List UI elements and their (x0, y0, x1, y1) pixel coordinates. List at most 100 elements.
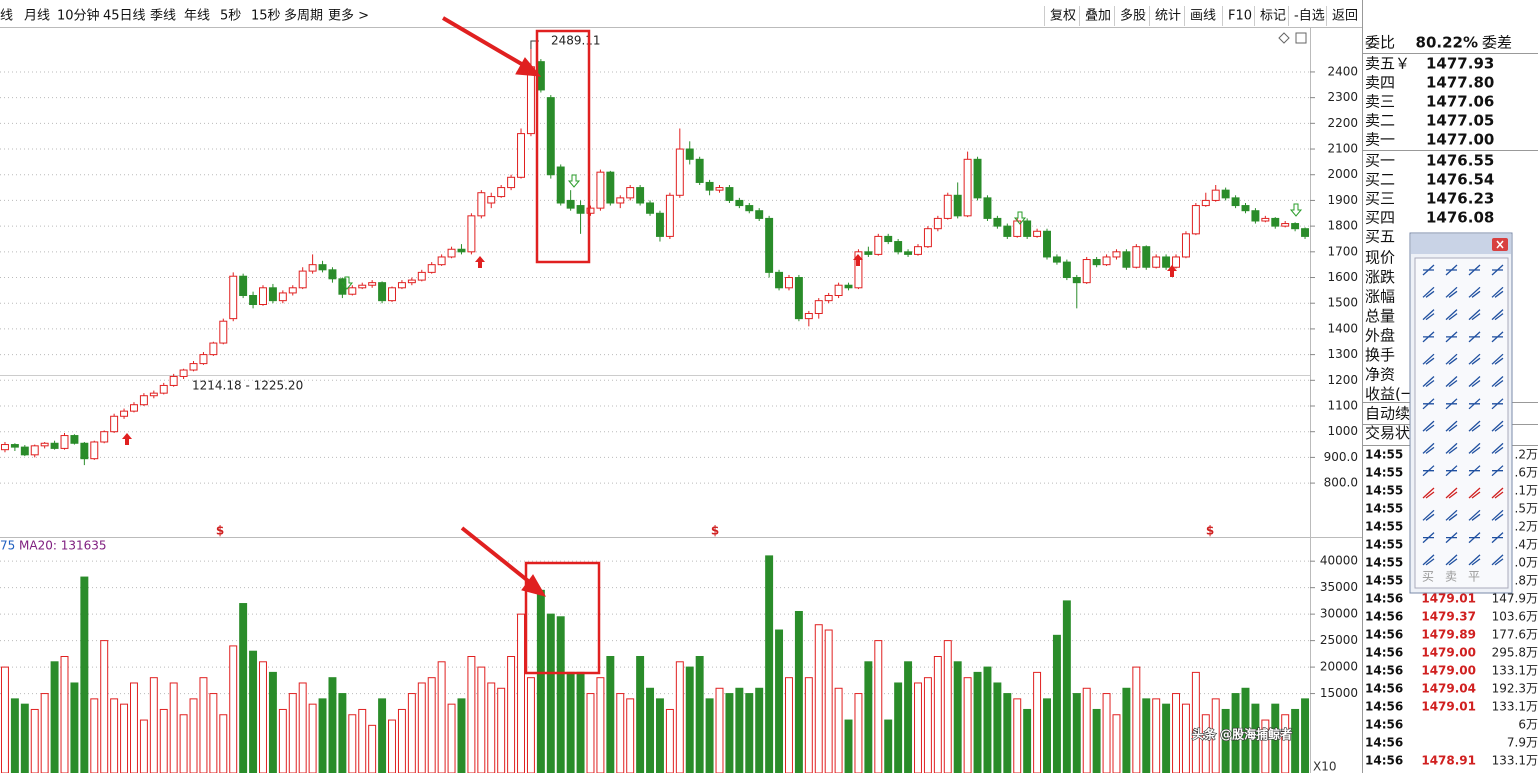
tool-label[interactable]: 卖 (1445, 570, 1457, 584)
tool-icon[interactable] (1445, 264, 1458, 276)
tool-icon[interactable] (1422, 264, 1435, 276)
tool-icon[interactable] (1422, 420, 1435, 432)
candle-body (874, 235, 883, 255)
volume-bar (943, 640, 952, 773)
tool-icon[interactable] (1422, 532, 1435, 544)
volume-bar (715, 687, 724, 773)
tool-icon[interactable] (1468, 442, 1481, 454)
tool-icon[interactable] (1422, 331, 1435, 343)
tool-icon[interactable] (1491, 398, 1504, 410)
tool-icon[interactable] (1468, 554, 1481, 566)
tool-icon[interactable] (1491, 286, 1504, 298)
tool-icon[interactable] (1445, 420, 1458, 432)
volume-bar (1092, 708, 1101, 773)
period-tab[interactable]: 线 (0, 9, 13, 24)
tool-icon[interactable] (1491, 465, 1504, 477)
trade-time: 14:56 (1365, 718, 1403, 732)
tool-icon[interactable] (1445, 309, 1458, 321)
tool-icon[interactable] (1468, 465, 1481, 477)
candle-body (646, 202, 655, 214)
candle-body (804, 312, 813, 320)
tool-icon[interactable] (1491, 442, 1504, 454)
period-tab[interactable]: 15秒 (251, 9, 281, 24)
toolbar-button[interactable]: 多股 (1120, 8, 1146, 24)
tool-label[interactable]: 买 (1422, 570, 1434, 584)
tool-icon[interactable] (1468, 353, 1481, 365)
tool-icon[interactable] (1491, 532, 1504, 544)
tool-icon[interactable] (1491, 353, 1504, 365)
legend-item: 75 (0, 539, 15, 553)
period-tab[interactable]: 10分钟 (57, 8, 100, 24)
tool-icon[interactable] (1422, 465, 1435, 477)
tool-icon[interactable] (1445, 398, 1458, 410)
tool-icon[interactable] (1491, 331, 1504, 343)
tool-icon[interactable] (1468, 264, 1481, 276)
popup-body (1414, 257, 1509, 589)
tool-icon[interactable] (1491, 509, 1504, 521)
tool-icon[interactable] (1468, 509, 1481, 521)
tool-icon[interactable] (1445, 554, 1458, 566)
volume-bar (517, 613, 525, 773)
toolbar-button[interactable]: 画线 (1190, 9, 1216, 24)
tool-icon[interactable] (1468, 487, 1481, 499)
tool-icon[interactable] (1422, 376, 1435, 388)
sell-arrow (567, 174, 581, 188)
tool-icon[interactable] (1422, 487, 1435, 499)
toolbar-button[interactable]: F10 (1228, 9, 1252, 24)
tool-icon[interactable] (1468, 309, 1481, 321)
volume-bar (1052, 634, 1061, 773)
period-tab[interactable]: 月线 (24, 9, 50, 24)
tool-icon[interactable] (1422, 309, 1435, 321)
period-tab[interactable]: 年线 (184, 9, 210, 24)
tool-icon[interactable] (1491, 376, 1504, 388)
tool-icon[interactable] (1491, 309, 1504, 321)
toolbar-button[interactable]: 返回 (1332, 9, 1358, 24)
tool-icon[interactable] (1445, 286, 1458, 298)
toolbar-button[interactable]: 标记 (1260, 9, 1286, 24)
tool-icon[interactable] (1445, 532, 1458, 544)
toolbar-button[interactable]: 叠加 (1085, 9, 1111, 24)
tool-icon[interactable] (1468, 376, 1481, 388)
tool-icon[interactable] (1468, 420, 1481, 432)
arrow-head (515, 57, 542, 77)
tool-icon[interactable] (1491, 420, 1504, 432)
tool-icon[interactable] (1468, 532, 1481, 544)
tool-label[interactable]: 平 (1468, 570, 1480, 584)
candle-body (1162, 256, 1171, 268)
price: 1476.08 (1426, 209, 1494, 227)
tool-icon[interactable] (1491, 264, 1504, 276)
volume-bar (397, 708, 406, 773)
tool-icon[interactable] (1445, 353, 1458, 365)
tool-icon[interactable] (1468, 331, 1481, 343)
drawing-tools[interactable]: 买卖平 (1409, 232, 1513, 594)
tool-icon[interactable] (1445, 465, 1458, 477)
tool-icon[interactable] (1422, 509, 1435, 521)
period-tab[interactable]: 季线 (150, 9, 176, 24)
period-tab[interactable]: 多周期 (284, 8, 323, 24)
toolbar-button[interactable]: -自选 (1294, 9, 1325, 24)
tool-icon[interactable] (1491, 554, 1504, 566)
tool-icon[interactable] (1422, 554, 1435, 566)
tool-icon[interactable] (1445, 331, 1458, 343)
tool-icon[interactable] (1422, 286, 1435, 298)
tool-icon[interactable] (1468, 286, 1481, 298)
tool-icon[interactable] (1445, 442, 1458, 454)
tool-icon[interactable] (1445, 376, 1458, 388)
tool-icon[interactable] (1491, 487, 1504, 499)
toolbar-button[interactable]: 统计 (1155, 9, 1181, 24)
period-tab[interactable]: 更多 > (328, 8, 369, 24)
tool-icon[interactable] (1422, 398, 1435, 410)
tool-icon[interactable] (1445, 487, 1458, 499)
tool-icon[interactable] (1422, 353, 1435, 365)
tool-icon[interactable] (1468, 398, 1481, 410)
candle-body (1201, 199, 1210, 207)
tool-icon[interactable] (1445, 509, 1458, 521)
period-tab[interactable]: 45日线 (103, 9, 146, 24)
candle-body (576, 205, 585, 214)
candle-body (497, 187, 506, 198)
volume-bar (824, 629, 833, 773)
period-tab[interactable]: 5秒 (220, 9, 241, 24)
trade-time: 14:56 (1365, 754, 1403, 768)
tool-icon[interactable] (1422, 442, 1435, 454)
toolbar-button[interactable]: 复权 (1050, 8, 1076, 24)
